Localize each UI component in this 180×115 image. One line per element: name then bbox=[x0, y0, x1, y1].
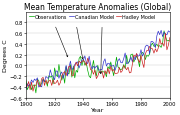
Hadley Model bbox=[169, 38, 171, 39]
Observations bbox=[25, 79, 27, 81]
Hadley Model bbox=[92, 74, 94, 75]
Canadian Model bbox=[61, 72, 63, 73]
Canadian Model bbox=[133, 56, 135, 58]
Y-axis label: Degrees C: Degrees C bbox=[3, 39, 8, 71]
Observations bbox=[62, 74, 64, 76]
Hadley Model bbox=[134, 56, 136, 58]
Hadley Model bbox=[127, 67, 129, 68]
Canadian Model bbox=[111, 66, 113, 67]
Observations bbox=[112, 75, 115, 77]
Observations bbox=[169, 41, 171, 42]
Line: Canadian Model: Canadian Model bbox=[26, 31, 170, 90]
Hadley Model bbox=[164, 33, 166, 35]
Line: Hadley Model: Hadley Model bbox=[26, 34, 170, 91]
Observations bbox=[127, 63, 129, 65]
Hadley Model bbox=[25, 86, 27, 87]
Observations bbox=[35, 92, 37, 94]
Observations bbox=[134, 59, 136, 60]
Hadley Model bbox=[62, 73, 64, 74]
Observations bbox=[92, 60, 94, 62]
Hadley Model bbox=[112, 69, 115, 71]
Canadian Model bbox=[160, 30, 162, 32]
Canadian Model bbox=[125, 64, 128, 65]
X-axis label: Year: Year bbox=[91, 107, 104, 112]
Observations bbox=[163, 31, 165, 32]
Canadian Model bbox=[25, 89, 27, 91]
Hadley Model bbox=[36, 80, 38, 81]
Observations bbox=[36, 79, 38, 80]
Hadley Model bbox=[32, 91, 34, 92]
Line: Observations: Observations bbox=[26, 32, 170, 93]
Canadian Model bbox=[35, 80, 37, 82]
Legend: Observations, Canadian Model, Hadley Model: Observations, Canadian Model, Hadley Mod… bbox=[28, 14, 156, 20]
Title: Mean Temperature Anomalies (Global): Mean Temperature Anomalies (Global) bbox=[24, 3, 171, 12]
Canadian Model bbox=[91, 69, 93, 70]
Canadian Model bbox=[169, 32, 171, 33]
